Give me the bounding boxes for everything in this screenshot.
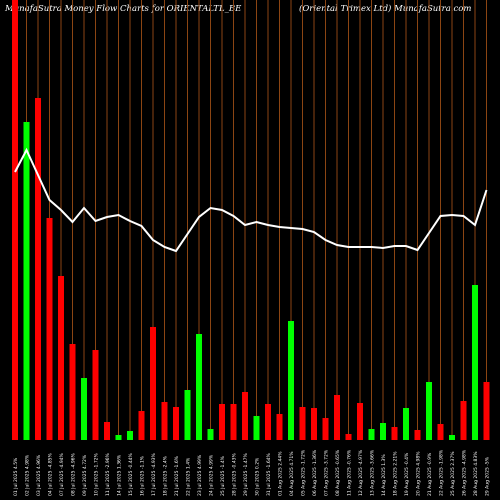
x-tick-label: 12 Aug 2025 -4.97% [358,449,364,496]
x-tick-label: 07 Aug 2025 -3.72% [324,449,330,496]
x-axis-labels: 01 Jul 2025 4.5% 02 Jul 2025 4.98% 03 Jul … [13,449,491,496]
bar-15 [173,407,179,440]
bar-14 [161,402,168,440]
x-tick-label: 11 Jul 2025 -2.96% [105,452,111,496]
header-left-title: MunafaSutra Money Flow Charts for ORIENT… [5,4,242,14]
bar-34 [391,427,398,440]
x-tick-label: 16 Jul 2025 -1.1% [140,455,146,496]
bar-3 [35,98,41,440]
x-tick-label: 26 Aug 2025 -4.98% [462,449,468,496]
bar-21 [242,392,248,440]
bar-39 [449,435,455,440]
x-tick-label: 28 Aug 2025 4.83% [473,451,479,496]
bar-32 [368,429,375,440]
bar-16 [184,390,191,440]
bar-41 [472,285,478,440]
bar-9 [104,422,110,440]
x-tick-label: 06 Aug 2025 -1.36% [312,449,318,496]
x-tick-label: 08 Aug 2025 -0.65% [335,449,341,496]
x-tick-label: 29 Jul 2025 -1.47% [243,452,249,496]
bar-19 [219,404,225,440]
x-tick-label: 10 Jul 2025 -1.72% [94,452,100,496]
x-tick-label: 04 Jul 2025 -4.85% [48,452,54,496]
x-tick-label: 03 Jul 2025 4.96% [36,454,42,496]
x-tick-label: 01 Aug 2025 2.44% [278,451,284,496]
x-tick-label: 25 Aug 2025 2.37% [450,451,456,496]
x-tick-label: 25 Jul 2025 -1.4% [220,455,226,496]
x-tick-label: 11 Aug 2025 -0.76% [347,449,353,496]
bar-36 [414,430,421,440]
x-tick-label: 18 Aug 2025 2.21% [393,451,399,496]
bar-13 [150,327,156,440]
bar-11 [127,431,133,440]
x-tick-label: 14 Jul 2025 1.36% [117,454,123,496]
x-tick-label: 17 Jul 2025 -4.93% [151,452,157,496]
x-tick-label: 21 Aug 2025 -0.9% [427,452,433,496]
x-tick-label: 21 Jul 2025 -1.6% [174,455,180,496]
bar-40 [460,401,467,440]
bar-27 [311,408,317,440]
x-tick-label: 18 Jul 2025 -2.4% [163,455,169,496]
bar-35 [403,408,409,440]
x-tick-label: 13 Aug 2025 -3.66% [370,449,376,496]
x-tick-label: 22 Jul 2025 1.4% [186,457,192,496]
bar-5 [58,276,64,440]
bar-37 [426,382,432,440]
bars-group [12,0,490,440]
x-tick-label: 28 Jul 2025 -0.43% [232,452,238,496]
bar-42 [483,382,490,440]
x-tick-label: 24 Jul 2025 4.99% [209,454,215,496]
bar-38 [437,424,444,440]
x-tick-label: 01 Jul 2025 4.5% [13,457,19,496]
x-tick-label: 05 Aug 2025 -1.72% [301,449,307,496]
bar-17 [196,334,202,440]
x-tick-label: 07 Jul 2025 -4.94% [59,452,65,496]
bar-26 [299,407,306,440]
bar-12 [138,411,145,440]
x-tick-label: 14 Aug 2025 1.3% [381,454,387,496]
bar-8 [92,350,99,440]
bar-10 [115,435,122,440]
bar-22 [253,416,260,440]
bar-4 [46,218,53,440]
bar-18 [207,429,214,440]
bar-29 [334,395,340,440]
header-right-title: (Oriental Trimex Ltd) MunafaSutra.com [299,4,472,14]
bar-6 [69,344,76,440]
bar-23 [265,404,271,440]
bar-30 [345,434,352,440]
x-tick-label: 20 Aug 2025 4.98% [416,451,422,496]
x-tick-label: 30 Jul 2025 0.2% [255,457,261,496]
x-tick-label: 02 Jul 2025 4.98% [25,454,31,496]
x-tick-label: 29 Aug 2025 -5% [485,456,491,496]
bar-1 [12,0,18,440]
grid-lines [14,0,487,440]
bar-33 [380,423,386,440]
x-tick-label: 31 Jul 2025 -1.64% [266,452,272,496]
x-tick-label: 19 Aug 2025 -0.4% [404,452,410,496]
x-tick-label: 15 Jul 2025 -0.44% [128,452,134,496]
x-tick-label: 08 Jul 2025 -4.96% [71,452,77,496]
bar-7 [81,378,87,440]
money-flow-line [14,147,488,253]
bar-2 [23,122,30,440]
bar-25 [288,321,294,440]
x-tick-label: 22 Aug 2025 -1.98% [439,449,445,496]
bar-28 [322,418,329,440]
bar-20 [230,404,237,440]
bar-31 [357,403,363,440]
bar-24 [276,414,283,440]
x-tick-label: 23 Jul 2025 4.99% [197,454,203,496]
x-tick-label: 04 Aug 2025 4.71% [289,451,295,496]
x-tick-label: 09 Jul 2025 4.72% [82,454,88,496]
